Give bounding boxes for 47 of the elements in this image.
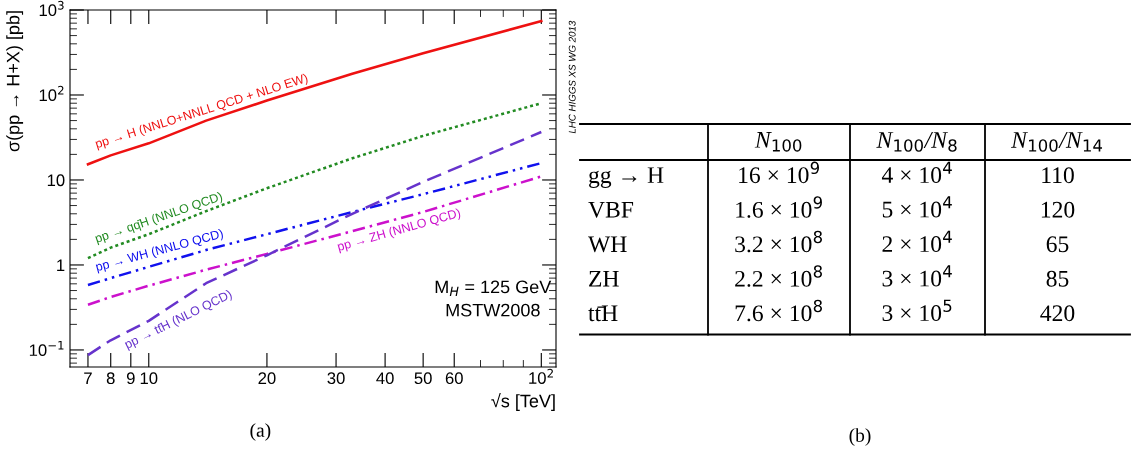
text: 4 × 10$^{4}$: [881, 161, 952, 184]
x-tick-label: 50: [414, 372, 432, 385]
text: 3.2 × 10$^{8}$: [735, 230, 822, 253]
x-tick-label: 40: [376, 372, 394, 385]
text: (a): [250, 423, 271, 441]
text: 2.2 × 10$^{8}$: [735, 265, 822, 287]
text: 7.6 × 10$^{8}$: [735, 299, 822, 322]
text: 3 × 10$^{5}$: [882, 299, 952, 322]
x-tick-label: 60: [445, 372, 463, 385]
x-tick-label: 20: [258, 372, 276, 385]
text: pp → ZH (NNLO QCD): [336, 207, 462, 254]
text: 110: [1042, 167, 1074, 184]
category-label: N$_{100}$/N$_{8}$: [876, 132, 957, 152]
text: 5 × 10$^{4}$: [882, 196, 952, 218]
x-tick-label: 7: [84, 372, 92, 384]
category-label: ZH: [589, 270, 619, 287]
x-tick-label: 30: [327, 372, 345, 385]
annotation: M$_{H}$ = 125 GeV: [435, 280, 552, 297]
text: 85: [1046, 270, 1069, 287]
text: 3 × 10$^{4}$: [882, 265, 952, 287]
x-axis-title: √s [TeV]: [491, 392, 555, 411]
x-tick-label: 10$^{2}$: [529, 368, 553, 384]
category-label: VBF: [588, 201, 634, 218]
text: pp → tt̄H (NLO QCD): [123, 289, 234, 352]
annotation: MSTW2008: [446, 303, 540, 317]
y-tick-label: 10$^{2}$: [39, 85, 64, 102]
text: LHC HIGGS XS WG 2013: [568, 20, 576, 134]
y-tick-label: 1: [57, 259, 65, 271]
category-label: WH: [588, 236, 627, 253]
category-label: gg → H: [589, 167, 664, 188]
x-tick-label: 8: [106, 372, 115, 385]
text: 1.6 × 10$^{9}$: [736, 196, 822, 218]
text: 16 × 10$^{9}$: [739, 161, 820, 184]
x-tick-label: 10: [140, 372, 158, 385]
category-label: tt̄H: [588, 305, 618, 322]
y-tick-label: 10$^{−1}$: [29, 340, 64, 357]
text: 120: [1041, 201, 1075, 218]
y-tick-label: 10: [47, 174, 65, 187]
y-axis-title: σ(pp → H+X) [pb]: [6, 11, 24, 152]
text: 420: [1040, 305, 1075, 322]
text: (b): [849, 428, 871, 446]
y-tick-label: 10$^{3}$: [39, 0, 64, 17]
text: 2 × 10$^{4}$: [882, 230, 952, 253]
x-tick-label: 9: [126, 372, 135, 385]
category-label: N$_{100}$: [754, 132, 802, 152]
category-label: N$_{100}$/N$_{14}$: [1011, 132, 1103, 152]
text: 65: [1046, 236, 1069, 253]
